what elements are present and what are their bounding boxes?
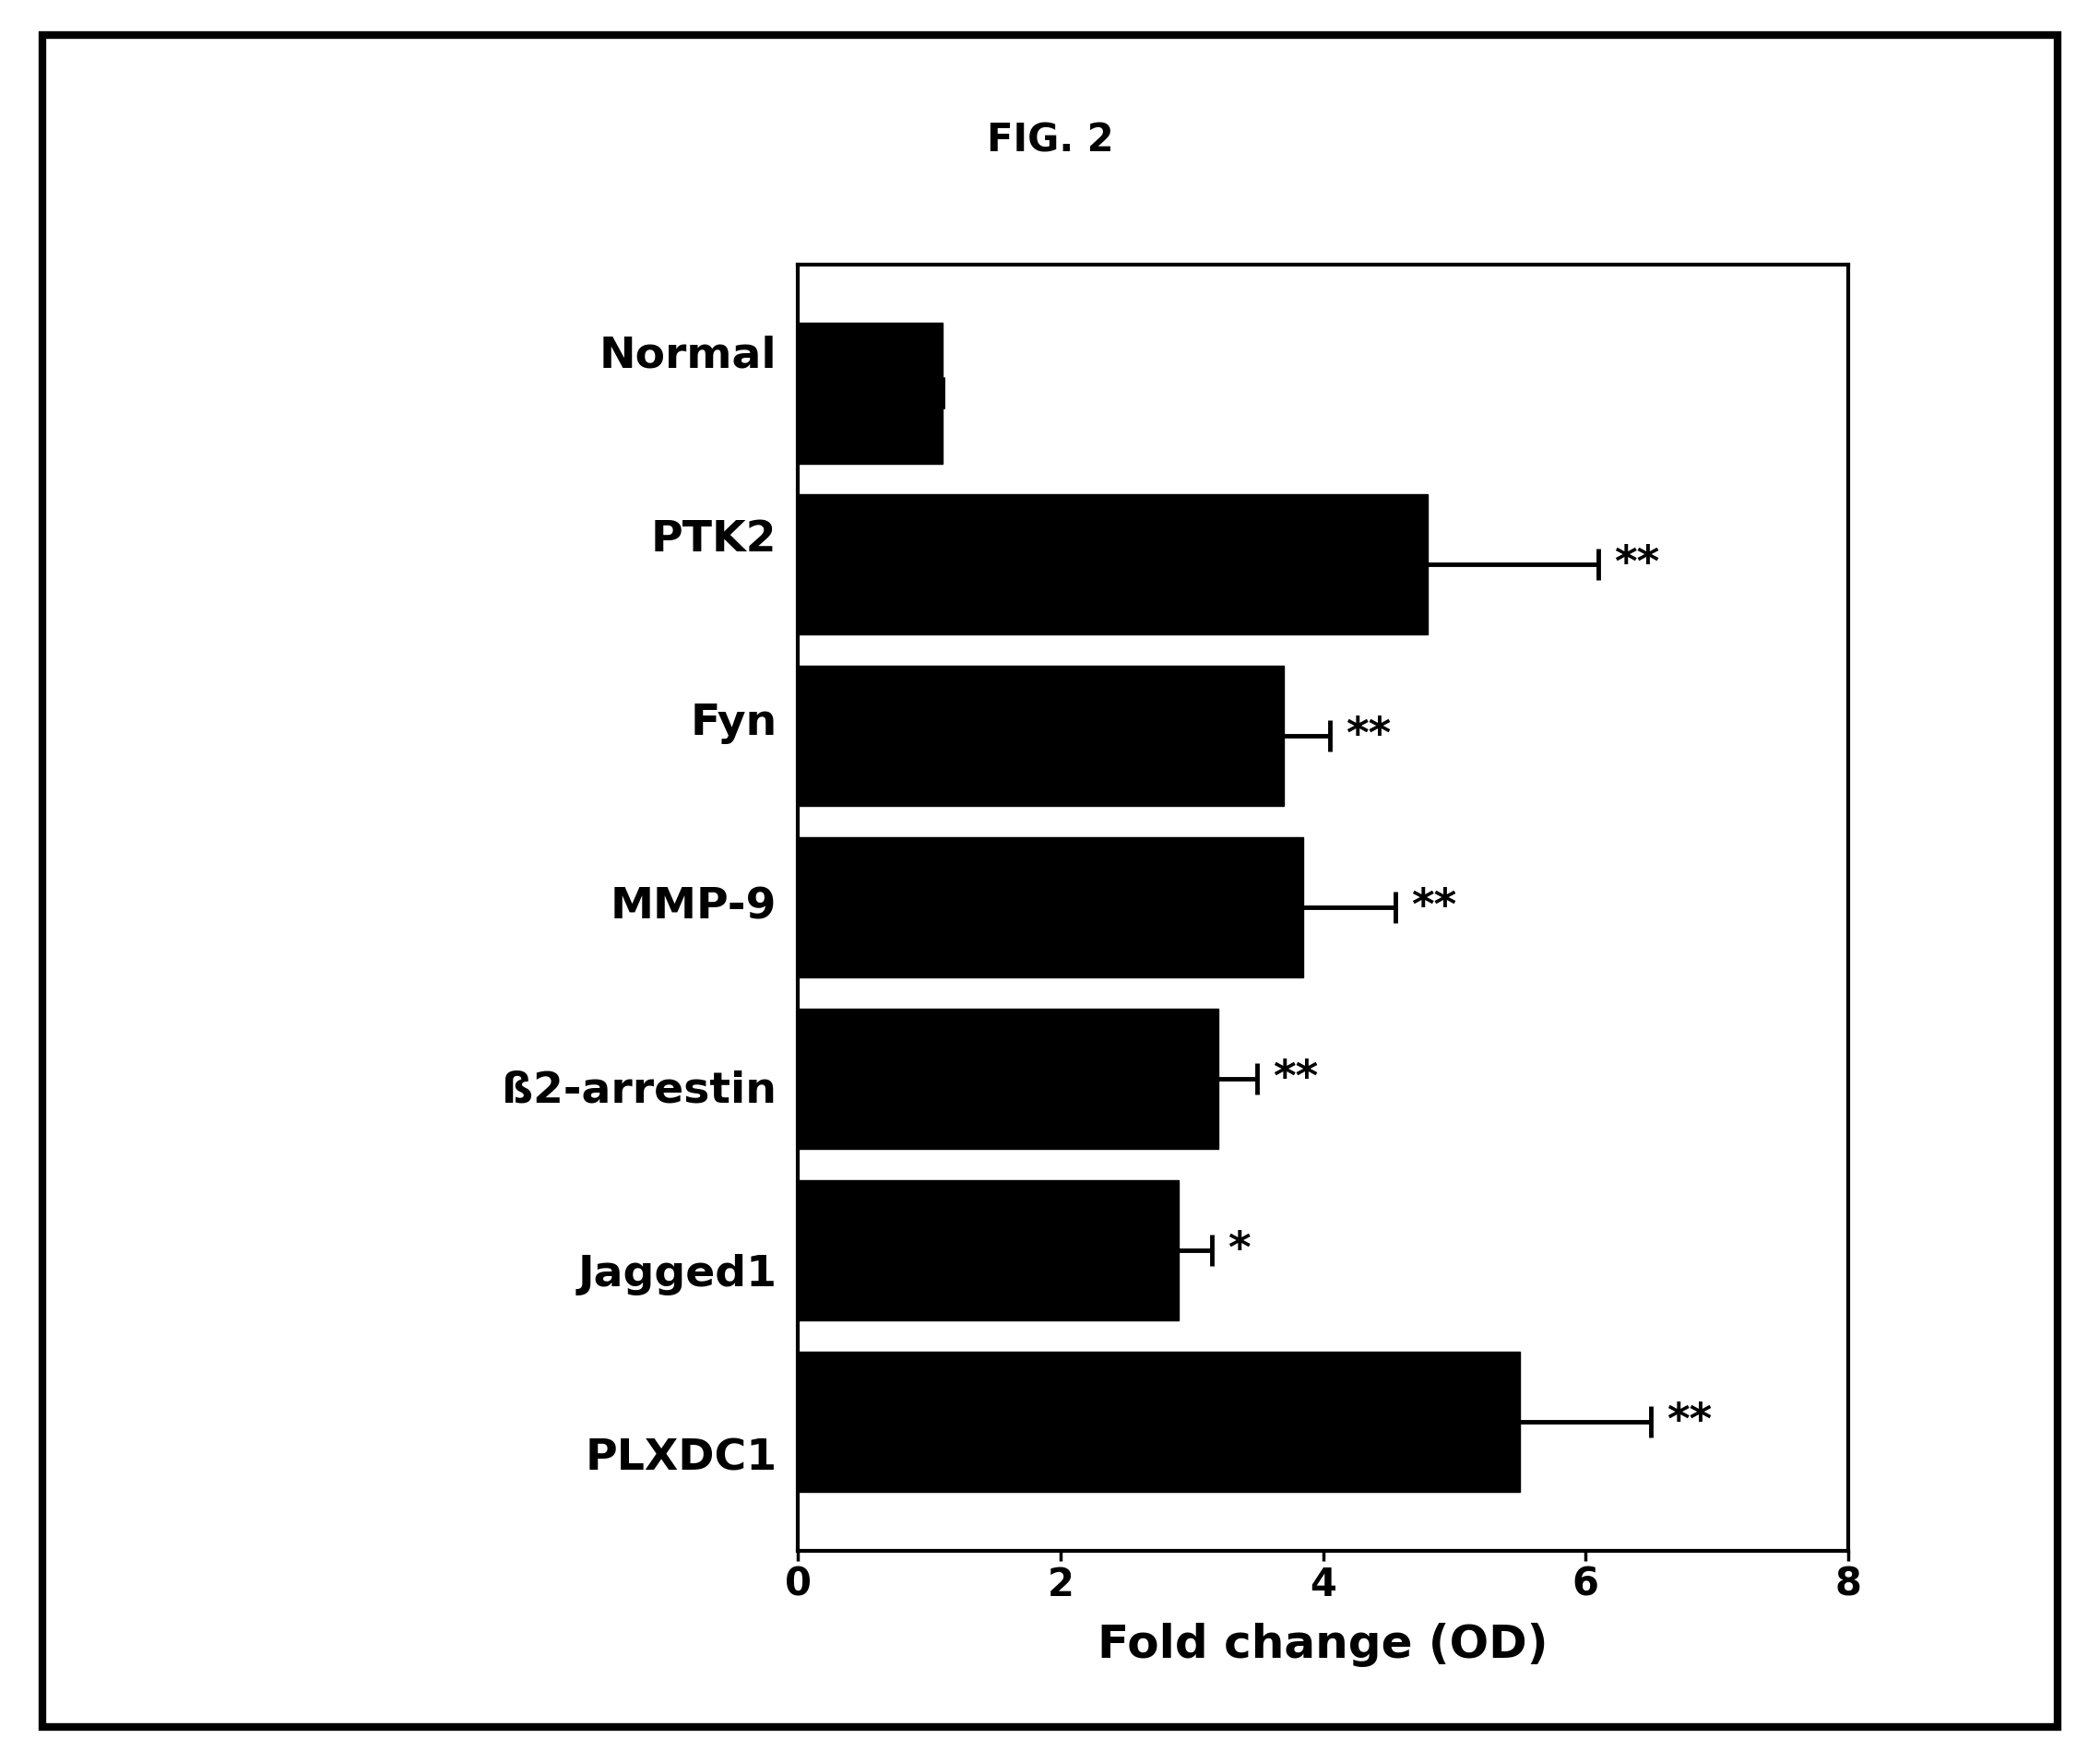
Text: Normal: Normal — [598, 335, 777, 377]
Text: PLXDC1: PLXDC1 — [586, 1438, 777, 1480]
Text: **: ** — [1615, 544, 1659, 585]
Text: MMP-9: MMP-9 — [611, 886, 777, 929]
Bar — [798, 837, 1304, 978]
Text: Fyn: Fyn — [691, 703, 777, 744]
Bar — [798, 1008, 1218, 1149]
Text: FIG. 2: FIG. 2 — [987, 122, 1113, 160]
Text: **: ** — [1667, 1401, 1711, 1443]
Bar — [798, 1181, 1178, 1322]
Bar — [798, 493, 1428, 634]
Text: Jagged1: Jagged1 — [578, 1255, 777, 1295]
Bar — [798, 666, 1283, 807]
Bar — [798, 322, 943, 463]
Bar — [798, 1351, 1520, 1492]
Text: **: ** — [1346, 715, 1390, 756]
Text: ß2-arrestin: ß2-arrestin — [502, 1071, 777, 1112]
Text: **: ** — [1411, 886, 1457, 929]
X-axis label: Fold change (OD): Fold change (OD) — [1098, 1623, 1548, 1667]
Text: PTK2: PTK2 — [651, 520, 777, 560]
Text: **: ** — [1273, 1059, 1319, 1099]
Text: *: * — [1226, 1230, 1250, 1270]
